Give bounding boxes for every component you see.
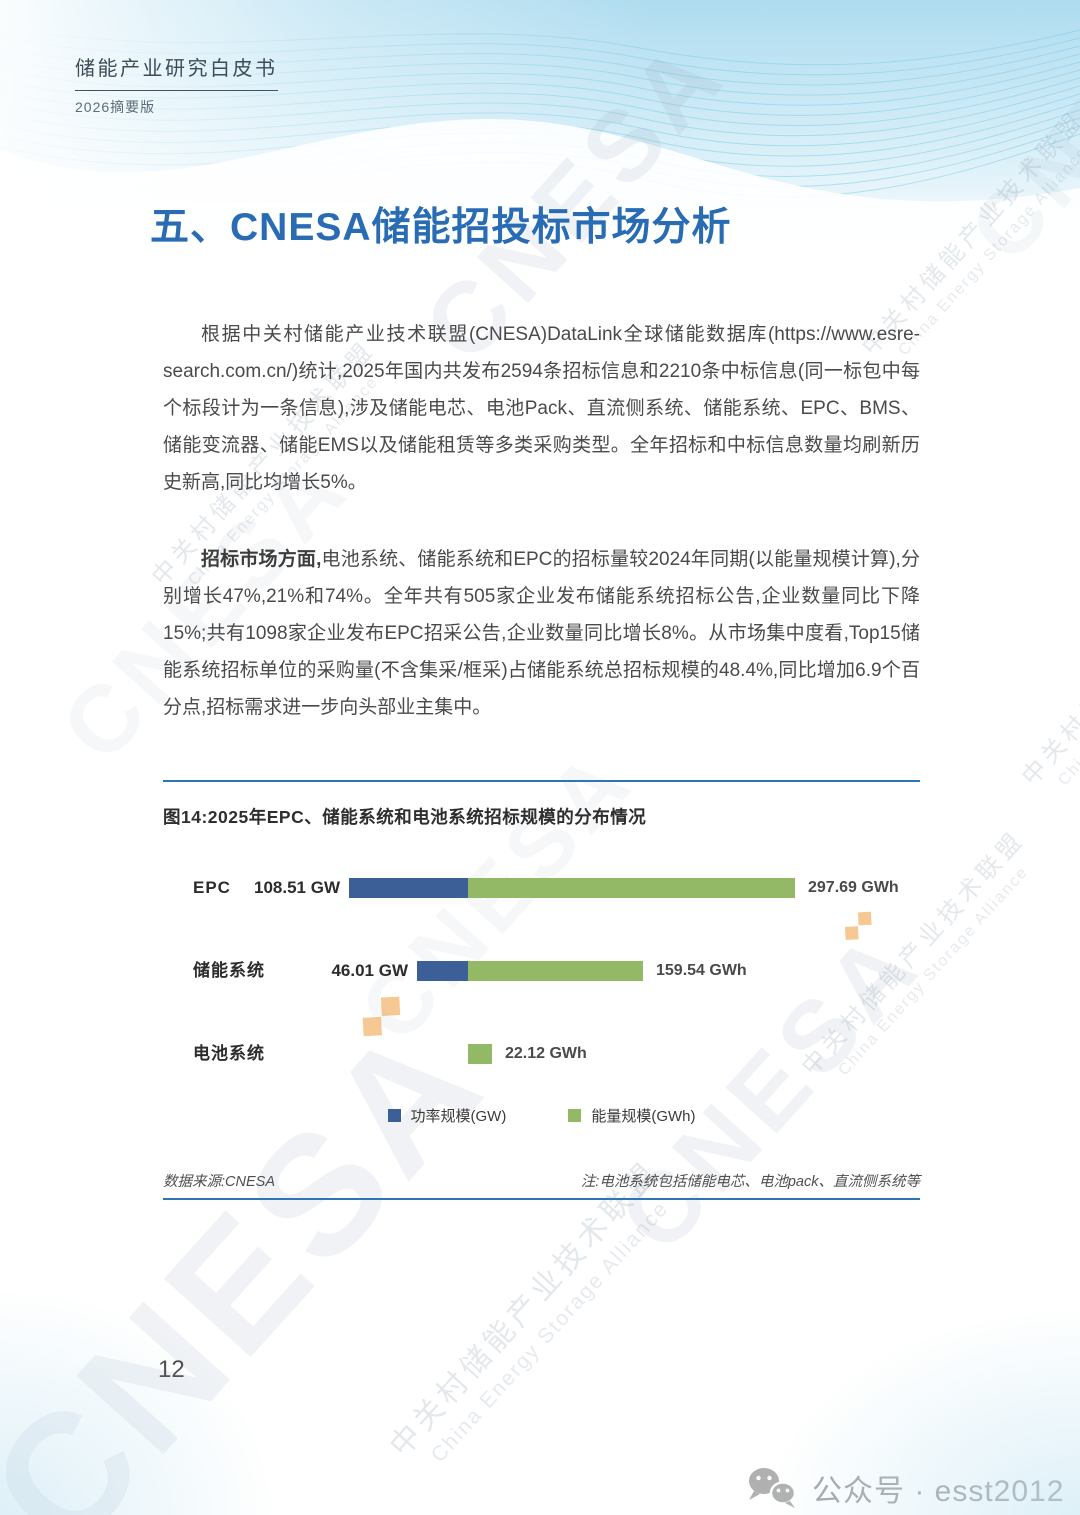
section-title: 五、CNESA储能招投标市场分析 <box>150 206 732 249</box>
paragraph-2-text: 电池系统、储能系统和EPC的招标量较2024年同期(以能量规模计算),分别增长4… <box>163 549 920 718</box>
data-source: 数据来源:CNESA <box>163 1174 275 1190</box>
figure-title: 图14:2025年EPC、储能系统和电池系统招标规模的分布情况 <box>163 807 647 827</box>
chart-row: EPC 108.51 GW 297.69 GWh <box>163 878 920 898</box>
paragraph-2: 招标市场方面,电池系统、储能系统和EPC的招标量较2024年同期(以能量规模计算… <box>163 541 920 726</box>
top-wave-decoration <box>0 0 1080 300</box>
energy-bar <box>468 961 643 981</box>
energy-bar <box>468 1044 492 1064</box>
figure-divider-bottom <box>163 1198 920 1200</box>
legend-swatch <box>568 1109 582 1122</box>
page-header: 储能产业研究白皮书 2026摘要版 <box>75 52 278 117</box>
watermark-org: 中关村储能产业技术联盟 China Energy Storage Allianc… <box>1016 535 1080 791</box>
energy-value-label: 159.54 GWh <box>656 962 747 979</box>
page-number: 12 <box>158 1356 185 1384</box>
document-title: 储能产业研究白皮书 <box>75 52 278 91</box>
corner-tint-bottom-left <box>0 1285 280 1515</box>
figure-footer-row: 数据来源:CNESA 注:电池系统包括储能电芯、电池pack、直流侧系统等 <box>163 1170 920 1191</box>
legend-swatch <box>387 1109 401 1122</box>
chart-row: 储能系统 46.01 GW 159.54 GWh <box>163 961 920 981</box>
bar-chart: EPC 108.51 GW 297.69 GWh 储能系统 46.01 GW 159.54… <box>163 876 920 1068</box>
corner-tint-bottom-right <box>760 1305 1080 1515</box>
power-value-label: 46.01 GW <box>331 961 408 980</box>
category-label: 电池系统 <box>193 1044 265 1063</box>
power-value-label: 108.51 GW <box>254 878 340 897</box>
legend-item: 能量规模(GWh) <box>568 1105 696 1126</box>
power-bar <box>417 961 468 981</box>
paragraph-1: 根据中关村储能产业技术联盟(CNESA)DataLink全球储能数据库(http… <box>163 324 920 493</box>
figure-14: 图14:2025年EPC、储能系统和电池系统招标规模的分布情况 EPC 108.5… <box>163 780 920 1202</box>
top-gradient-highlight <box>0 0 1080 300</box>
paragraph-2-lead: 招标市场方面, <box>201 549 322 570</box>
legend-item: 功率规模(GW) <box>387 1105 506 1126</box>
figure-divider-top <box>163 780 920 782</box>
chart-legend: 功率规模(GW) 能量规模(GWh) <box>163 1105 920 1126</box>
document-subtitle: 2026摘要版 <box>75 99 156 115</box>
category-label: 储能系统 <box>193 961 265 980</box>
chart-row: 电池系统 22.12 GWh <box>163 1044 920 1064</box>
body-text: 根据中关村储能产业技术联盟(CNESA)DataLink全球储能数据库(http… <box>163 316 920 766</box>
figure-note: 注:电池系统包括储能电芯、电池pack、直流侧系统等 <box>580 1174 920 1190</box>
category-label: EPC <box>193 878 231 897</box>
energy-value-label: 297.69 GWh <box>808 879 899 896</box>
energy-value-label: 22.12 GWh <box>505 1045 587 1062</box>
energy-bar <box>468 878 795 898</box>
power-bar <box>349 878 468 898</box>
